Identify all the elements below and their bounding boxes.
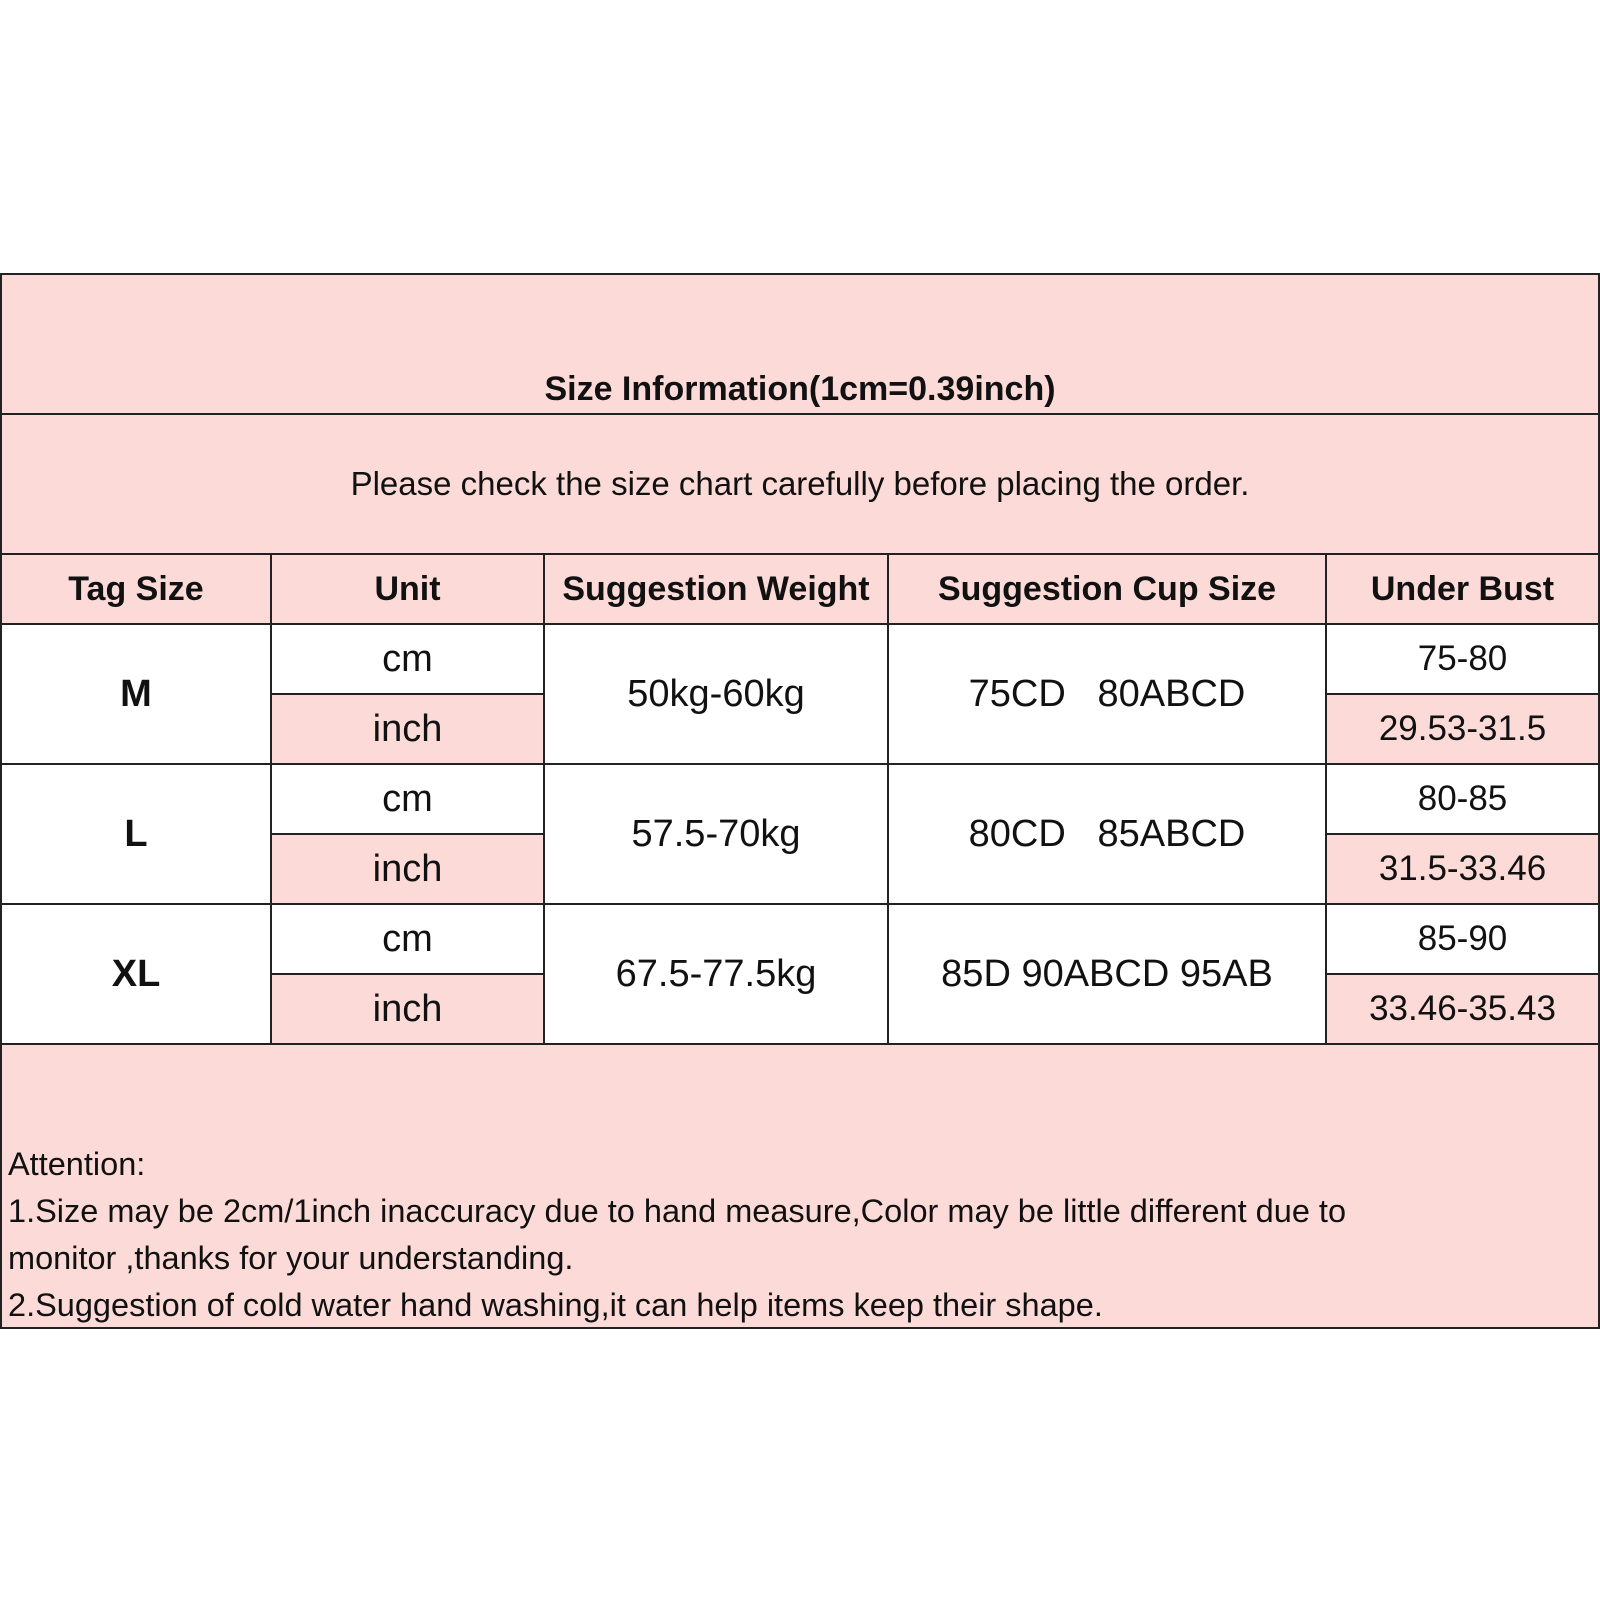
attention-note-1-cont: monitor ,thanks for your understanding. [8, 1240, 574, 1276]
unit-cm-cell: cm [272, 625, 545, 695]
bust-cm-cell: 75-80 [1327, 625, 1600, 695]
bust-inch-cell: 31.5-33.46 [1327, 835, 1600, 905]
attention-note-2: 2.Suggestion of cold water hand washing,… [8, 1287, 1103, 1323]
bust-cm-cell: 85-90 [1327, 905, 1600, 975]
bust-inch-cell: 29.53-31.5 [1327, 695, 1600, 765]
unit-inch-cell: inch [272, 975, 545, 1045]
chart-title: Size Information(1cm=0.39inch) [0, 275, 1600, 415]
cup-size-cell: 80CD 85ABCD [889, 765, 1327, 905]
attention-notes: Attention: 1.Size may be 2cm/1inch inacc… [0, 1045, 1600, 1327]
header-weight: Suggestion Weight [545, 555, 889, 625]
header-cup-size: Suggestion Cup Size [889, 555, 1327, 625]
unit-cm-cell: cm [272, 765, 545, 835]
bust-inch-cell: 33.46-35.43 [1327, 975, 1600, 1045]
attention-heading: Attention: [8, 1146, 146, 1182]
size-chart-table: Size Information(1cm=0.39inch) Please ch… [0, 273, 1600, 1329]
weight-cell: 50kg-60kg [545, 625, 889, 765]
tag-size-cell: XL [0, 905, 272, 1045]
tag-size-cell: M [0, 625, 272, 765]
cup-size-cell: 75CD 80ABCD [889, 625, 1327, 765]
attention-note-1: 1.Size may be 2cm/1inch inaccuracy due t… [8, 1193, 1347, 1229]
tag-size-cell: L [0, 765, 272, 905]
weight-cell: 67.5-77.5kg [545, 905, 889, 1045]
header-tag-size: Tag Size [0, 555, 272, 625]
bust-cm-cell: 80-85 [1327, 765, 1600, 835]
header-unit: Unit [272, 555, 545, 625]
chart-subtitle: Please check the size chart carefully be… [0, 415, 1600, 555]
cup-size-cell: 85D 90ABCD 95AB [889, 905, 1327, 1045]
weight-cell: 57.5-70kg [545, 765, 889, 905]
unit-inch-cell: inch [272, 835, 545, 905]
unit-inch-cell: inch [272, 695, 545, 765]
header-under-bust: Under Bust [1327, 555, 1600, 625]
unit-cm-cell: cm [272, 905, 545, 975]
